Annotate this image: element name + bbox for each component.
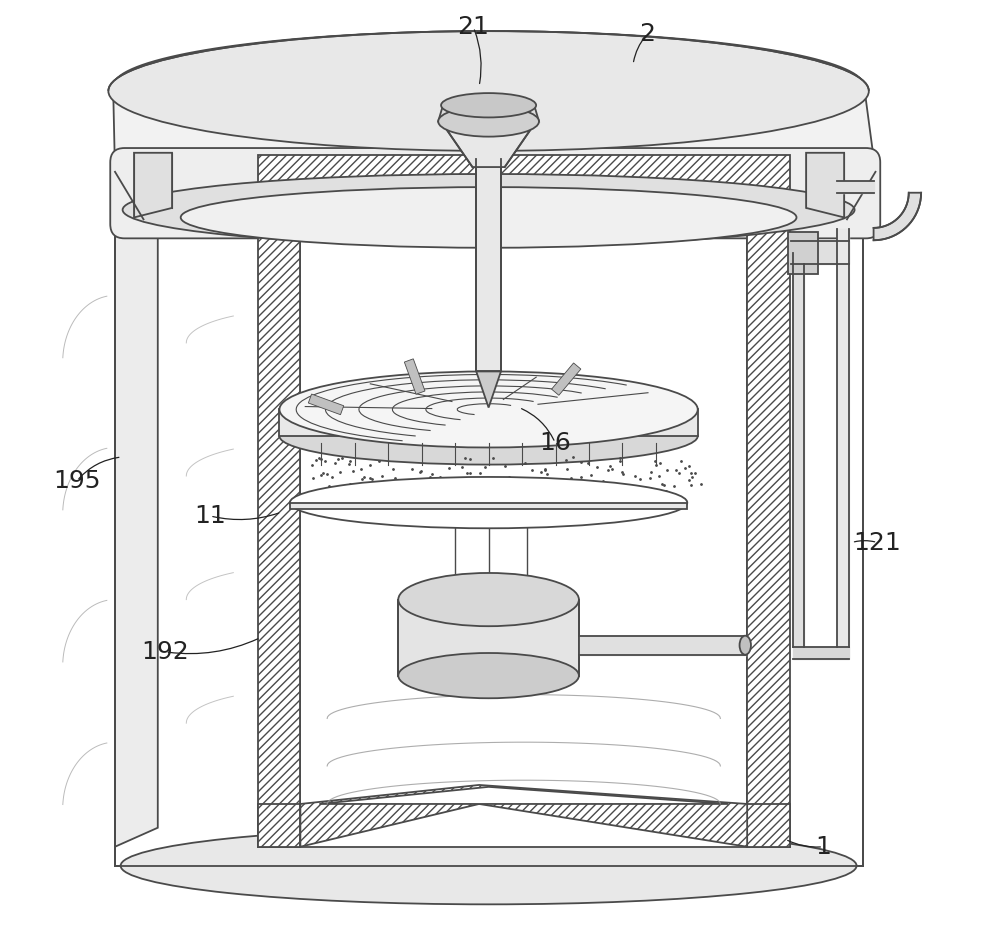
Polygon shape xyxy=(290,503,687,509)
Polygon shape xyxy=(113,31,875,171)
Ellipse shape xyxy=(279,407,698,465)
Text: 121: 121 xyxy=(854,530,901,555)
Polygon shape xyxy=(398,600,579,676)
Polygon shape xyxy=(476,159,501,371)
Polygon shape xyxy=(300,785,747,846)
Ellipse shape xyxy=(181,188,796,248)
Ellipse shape xyxy=(290,477,687,528)
Polygon shape xyxy=(747,803,790,846)
Ellipse shape xyxy=(398,573,579,626)
Bar xyxy=(552,363,581,395)
Polygon shape xyxy=(258,803,300,846)
Polygon shape xyxy=(279,409,698,436)
Bar xyxy=(308,394,344,415)
Text: 21: 21 xyxy=(457,15,489,39)
Ellipse shape xyxy=(398,653,579,698)
Ellipse shape xyxy=(108,31,869,150)
Text: 16: 16 xyxy=(539,430,571,455)
Bar xyxy=(788,231,818,273)
Polygon shape xyxy=(837,181,874,192)
Ellipse shape xyxy=(121,827,857,904)
Polygon shape xyxy=(134,152,172,217)
Polygon shape xyxy=(115,157,158,846)
Text: 192: 192 xyxy=(142,640,189,664)
Bar xyxy=(258,154,790,200)
Bar xyxy=(300,200,747,846)
Ellipse shape xyxy=(438,107,539,137)
Polygon shape xyxy=(874,192,921,240)
Ellipse shape xyxy=(740,636,751,655)
Polygon shape xyxy=(319,787,728,803)
Polygon shape xyxy=(115,152,863,865)
Bar xyxy=(404,359,425,394)
Bar xyxy=(747,200,790,846)
Text: 1: 1 xyxy=(815,835,831,859)
Bar xyxy=(258,200,300,846)
FancyBboxPatch shape xyxy=(110,149,880,238)
Polygon shape xyxy=(438,106,539,122)
Polygon shape xyxy=(579,636,747,655)
Polygon shape xyxy=(791,241,849,264)
Text: 2: 2 xyxy=(639,22,655,46)
Polygon shape xyxy=(837,228,849,647)
Ellipse shape xyxy=(123,174,855,246)
Polygon shape xyxy=(793,647,849,659)
Polygon shape xyxy=(806,152,844,217)
Text: 11: 11 xyxy=(194,504,226,528)
Ellipse shape xyxy=(441,93,536,117)
Polygon shape xyxy=(443,125,534,167)
Ellipse shape xyxy=(279,371,698,447)
Text: 195: 195 xyxy=(53,468,101,493)
Polygon shape xyxy=(476,371,501,407)
Polygon shape xyxy=(793,264,804,647)
